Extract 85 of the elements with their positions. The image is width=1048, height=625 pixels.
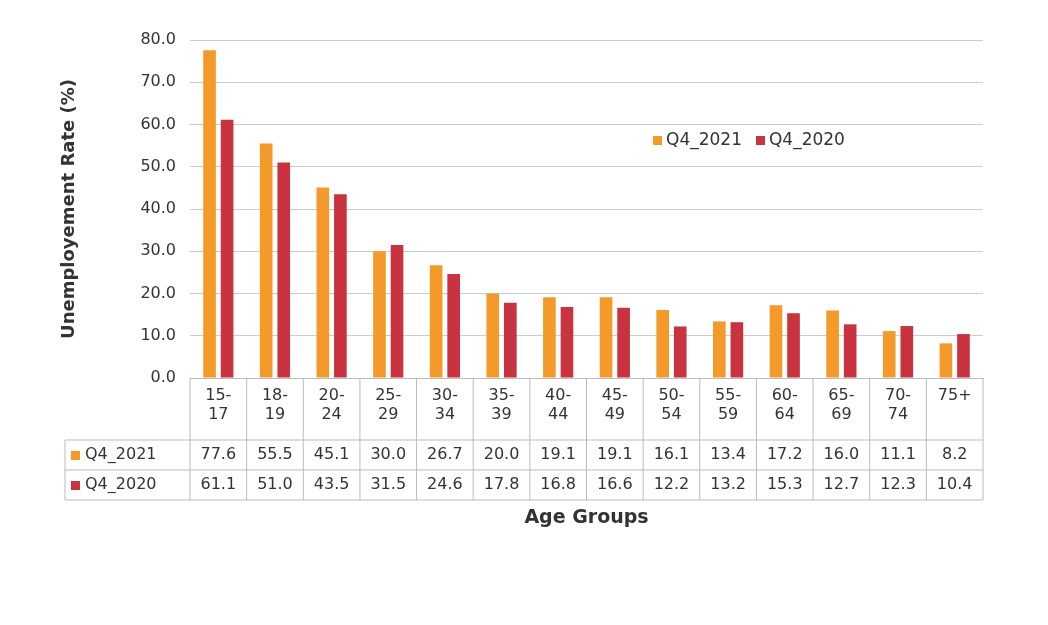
x-tick-label: 70-74	[884, 384, 912, 423]
bar	[900, 326, 914, 378]
y-tick-label: 20.0	[140, 282, 176, 302]
bar	[730, 322, 744, 378]
bar	[277, 162, 291, 378]
bar	[220, 119, 234, 378]
bar	[334, 194, 347, 378]
y-axis-title: Unemployement Rate (%)	[57, 79, 79, 339]
bar	[316, 187, 330, 378]
data-label: 51.0	[257, 474, 293, 494]
data-label: 20.0	[483, 444, 520, 464]
data-label: 43.5	[313, 474, 350, 494]
bar	[713, 321, 726, 378]
data-label: 11.1	[880, 444, 916, 464]
y-tick-label: 0.0	[150, 367, 176, 387]
x-axis-title: Age Groups	[524, 504, 649, 527]
data-label: 17.8	[483, 474, 520, 494]
data-label: 12.2	[653, 474, 690, 494]
legend-label: Q4_2021	[665, 129, 742, 149]
bar	[769, 305, 783, 378]
data-label: 16.1	[653, 444, 690, 464]
data-label: 17.2	[766, 444, 803, 464]
data-label: 24.6	[427, 474, 463, 494]
y-tick-label: 50.0	[140, 155, 176, 175]
data-label: 61.1	[200, 474, 237, 494]
x-tick-label: 40-44	[545, 384, 572, 423]
data-label: 55.5	[257, 444, 293, 464]
data-label: 16.8	[540, 474, 576, 494]
y-tick-label: 70.0	[140, 71, 176, 91]
bar	[957, 334, 970, 378]
data-label: 10.4	[936, 474, 973, 494]
x-tick-label: 65-69	[828, 384, 855, 423]
bar	[826, 310, 839, 378]
text: Q4_2021	[85, 444, 157, 464]
x-tick-label: 15-17	[205, 384, 232, 423]
x-tick-label: 20-24	[318, 384, 345, 423]
bar	[447, 274, 460, 378]
bar	[259, 143, 273, 378]
bar	[373, 251, 386, 378]
y-tick-label: 30.0	[140, 240, 176, 260]
data-label: 30.0	[370, 444, 407, 464]
legend-label: Q4_2020	[767, 129, 845, 149]
bar	[787, 313, 800, 378]
data-label: 12.3	[880, 474, 916, 494]
bar	[203, 50, 216, 378]
bar	[390, 244, 404, 378]
bar	[673, 326, 687, 378]
text: Q4_2020	[85, 474, 157, 494]
x-tick-label: 45-49	[601, 384, 628, 423]
x-tick-label: 50-54	[658, 384, 685, 423]
data-label: 45.1	[313, 444, 350, 464]
x-tick-label: 35-39	[488, 384, 515, 423]
bar	[843, 324, 857, 378]
x-tick-label: 30-34	[431, 384, 458, 423]
bar	[486, 293, 500, 378]
x-tick-label: 75+	[937, 384, 972, 404]
data-label: 16.0	[823, 444, 860, 464]
y-tick-label: 40.0	[140, 198, 176, 218]
x-tick-label: 18-19	[261, 384, 289, 423]
data-label: 26.7	[427, 444, 463, 464]
bar	[939, 343, 953, 378]
data-label: 13.2	[710, 474, 746, 494]
x-tick-label: 55-59	[715, 384, 742, 423]
data-label: 15.3	[766, 474, 803, 494]
bar	[882, 331, 896, 378]
data-label: 12.7	[823, 474, 860, 494]
x-tick-label: 60-64	[771, 384, 798, 423]
data-label: 77.6	[200, 444, 237, 464]
data-label: 31.5	[370, 474, 407, 494]
data-label: 16.6	[597, 474, 633, 494]
x-tick-label: 25-29	[375, 384, 402, 423]
y-tick-label: 60.0	[140, 113, 176, 133]
bar	[656, 309, 670, 378]
bar	[503, 302, 517, 378]
data-label: 19.1	[540, 444, 576, 464]
bar	[617, 307, 630, 378]
data-label: 13.4	[710, 444, 746, 464]
data-label: 19.1	[597, 444, 633, 464]
data-label: 8.2	[941, 444, 968, 464]
y-tick-label: 10.0	[140, 324, 176, 344]
bar	[560, 307, 574, 378]
bar	[429, 265, 443, 378]
y-tick-label: 80.0	[140, 29, 176, 49]
bar	[543, 297, 556, 378]
bar	[599, 297, 613, 378]
